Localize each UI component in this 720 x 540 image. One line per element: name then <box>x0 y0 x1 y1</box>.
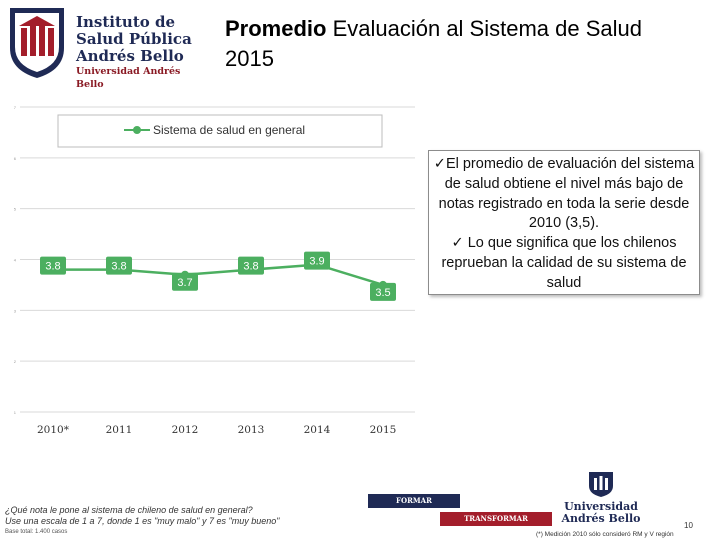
footnote: (*) Medición 2010 sólo consideró RM y V … <box>536 531 674 538</box>
note-line-1: ✓El promedio de evaluación del sistema d… <box>433 156 695 232</box>
logo-text: Instituto de Salud Pública Andrés Bello … <box>76 14 194 91</box>
question-text: ¿Qué nota le pone al sistema de chileno … <box>5 505 253 515</box>
x-tick-label: 2012 <box>172 424 199 436</box>
x-tick-label: 2010* <box>37 424 70 436</box>
data-label: 3.8 <box>111 261 126 273</box>
legend-box <box>57 114 383 148</box>
survey-question: ¿Qué nota le pone al sistema de chileno … <box>5 505 279 538</box>
data-label: 3.9 <box>309 256 324 268</box>
data-label: 3.5 <box>375 287 390 299</box>
page-title: Promedio Evaluación al Sistema de Salud … <box>225 14 695 74</box>
data-label: 3.7 <box>177 277 192 289</box>
note-line-2: ✓ Lo que significa que los chilenos repr… <box>441 235 687 291</box>
note-box: ✓El promedio de evaluación del sistema d… <box>428 150 700 295</box>
x-tick-label: 2011 <box>106 424 133 436</box>
banner-transformar: TRANSFORMAR <box>440 512 552 526</box>
data-label: 3.8 <box>45 261 60 273</box>
data-label: 3.8 <box>243 261 258 273</box>
title-year: 2015 <box>225 46 274 71</box>
x-tick-label: 2013 <box>238 424 265 436</box>
data-label-box <box>106 256 132 275</box>
y-tick-label: 7 <box>14 105 17 110</box>
x-tick-label: 2014 <box>304 424 331 436</box>
y-axis: 1 2 3 4 5 6 7 <box>14 105 17 415</box>
base-text: Base total: 1.400 casos <box>5 529 68 535</box>
data-label-box <box>370 282 396 301</box>
y-tick-label: 1 <box>14 410 17 415</box>
institute-logo: Instituto de Salud Pública Andrés Bello … <box>4 4 194 90</box>
logo-line-4: Universidad Andrés Bello <box>76 66 181 90</box>
title-rest: Evaluación al Sistema de Salud <box>326 16 642 41</box>
legend-swatch-marker <box>133 126 141 134</box>
university-shield-icon <box>589 472 613 497</box>
x-tick-label: 2015 <box>370 424 397 436</box>
y-tick-label: 4 <box>14 258 17 263</box>
data-label-box <box>40 256 66 275</box>
data-label-box <box>304 251 330 270</box>
university-line-1: Universidad <box>564 500 638 513</box>
series-line: 3.8 3.8 3.7 3.8 3.9 3.5 <box>40 251 396 301</box>
scale-text: Use una escala de 1 a 7, donde 1 es "muy… <box>5 516 280 526</box>
logo-line-3: Andrés Bello <box>76 47 184 65</box>
university-line-2: Andrés Bello <box>561 512 641 525</box>
legend-label: Sistema de salud en general <box>153 123 305 137</box>
logo-line-2: Salud Pública <box>76 30 192 48</box>
data-label-box <box>172 272 198 291</box>
x-axis: 2010* 2011 2012 2013 2014 2015 <box>37 424 396 436</box>
y-tick-label: 6 <box>14 156 17 161</box>
logo-line-1: Instituto de <box>76 13 176 31</box>
series-polyline <box>53 263 384 287</box>
university-logo: Universidad Andrés Bello <box>556 470 646 525</box>
legend: Sistema de salud en general <box>57 114 383 148</box>
y-tick-label: 3 <box>14 308 17 313</box>
shield-logo-icon <box>10 8 64 78</box>
line-chart: 1 2 3 4 5 6 7 2010* 2011 2012 2013 2014 2015 Sistem… <box>14 105 415 436</box>
y-tick-label: 5 <box>14 207 17 212</box>
chart-grid <box>20 106 415 413</box>
y-tick-label: 2 <box>14 359 17 364</box>
page-number: 10 <box>684 521 693 530</box>
data-label-box <box>238 256 264 275</box>
title-bold: Promedio <box>225 16 327 41</box>
banner-formar: FORMAR <box>368 494 460 508</box>
